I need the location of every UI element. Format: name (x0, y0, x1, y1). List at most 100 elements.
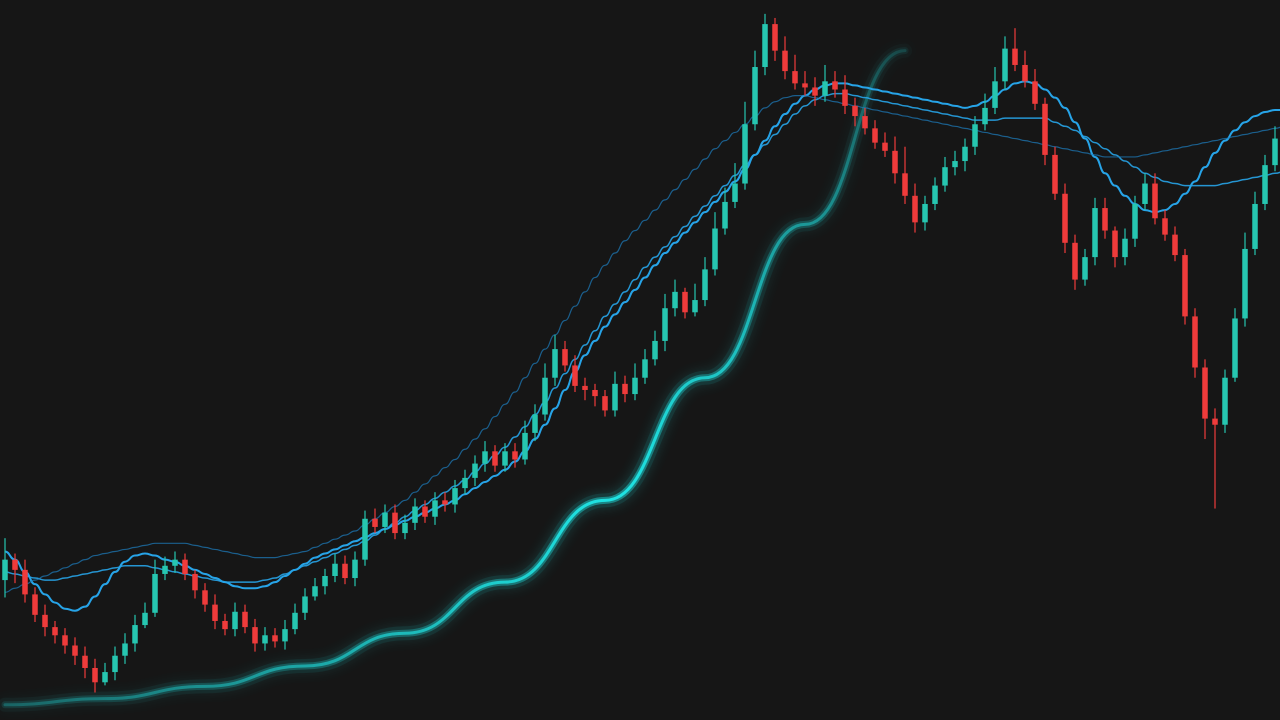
candle (752, 50, 758, 131)
candle-body (1212, 418, 1218, 425)
candle (912, 183, 918, 233)
candle-body (502, 451, 508, 466)
candle-body (862, 116, 868, 129)
candle (322, 568, 328, 595)
candle (942, 156, 948, 192)
candle (832, 71, 838, 98)
candle (1062, 183, 1068, 254)
candle-body (382, 512, 388, 527)
candle (52, 620, 58, 644)
candle-body (2, 559, 8, 581)
candle-body (542, 377, 548, 415)
candle-body (832, 81, 838, 90)
candle-body (902, 173, 908, 196)
moving-average-line-2 (4, 92, 1280, 583)
candle (1112, 226, 1118, 268)
candle (1032, 69, 1038, 110)
candle (1202, 359, 1208, 440)
candle (732, 163, 738, 209)
candle-body (202, 590, 208, 605)
candle-body (342, 563, 348, 579)
candle (1012, 28, 1018, 72)
candle-body (762, 24, 768, 68)
candle-body (692, 300, 698, 313)
candle-body (512, 451, 518, 460)
candle (162, 556, 168, 581)
candle-body (352, 559, 358, 579)
candle-body (12, 559, 18, 570)
candle-body (812, 87, 818, 96)
candle-body (852, 105, 858, 117)
candle (62, 628, 68, 654)
candle (1262, 154, 1268, 211)
candle-body (1192, 316, 1198, 368)
candle (292, 603, 298, 635)
candle (342, 555, 348, 585)
candle-body (772, 24, 778, 51)
candle-body (1272, 138, 1278, 166)
candle (1182, 248, 1188, 325)
candle-body (452, 488, 458, 505)
candle-body (1242, 248, 1248, 319)
candle-body (642, 359, 648, 378)
candle (462, 469, 468, 495)
candle-body (822, 81, 828, 96)
candle (82, 646, 88, 679)
candle-body (632, 377, 638, 395)
candle-body (222, 620, 228, 630)
candle (392, 504, 398, 540)
candle (992, 67, 998, 115)
candle (472, 455, 478, 487)
candle (522, 420, 528, 465)
candle (32, 587, 38, 622)
candle (682, 287, 688, 319)
candle-body (932, 185, 938, 204)
candle (792, 54, 798, 90)
candle-body (1022, 64, 1028, 82)
candle (442, 492, 448, 512)
candle-body (272, 635, 278, 642)
candle (882, 132, 888, 157)
candle (182, 553, 188, 581)
candle-body (732, 183, 738, 202)
candle (842, 75, 848, 115)
candle-body (532, 414, 538, 433)
candle-layer (2, 13, 1278, 693)
candle-body (912, 195, 918, 223)
candle-body (722, 201, 728, 229)
candle-body (462, 477, 468, 489)
candle (382, 504, 388, 534)
candle-body (1122, 238, 1128, 258)
candle (402, 514, 408, 540)
candle-body (602, 396, 608, 411)
candle-body (62, 635, 68, 646)
trend-glow-line (3, 49, 907, 707)
candle (212, 594, 218, 630)
candle (372, 508, 378, 534)
candle (1272, 126, 1278, 172)
candle (812, 77, 818, 106)
candle-body (392, 512, 398, 534)
candle-body (522, 432, 528, 460)
moving-average-line-1 (4, 80, 1280, 612)
candle-body (942, 167, 948, 186)
candle (1072, 234, 1078, 290)
candle-body (292, 612, 298, 630)
candle-body (132, 625, 138, 644)
candle (852, 97, 858, 127)
candle-body (412, 506, 418, 523)
candle-body (182, 559, 188, 574)
candle (592, 383, 598, 407)
candle-body (882, 142, 888, 151)
candle (762, 13, 768, 76)
candle-body (492, 451, 498, 466)
candle (742, 101, 748, 190)
candle (582, 377, 588, 401)
candle-body (1002, 48, 1008, 82)
candle (142, 602, 148, 629)
candle-body (332, 563, 338, 576)
candle (1242, 232, 1248, 327)
candle-body (172, 559, 178, 566)
candle (432, 492, 438, 525)
